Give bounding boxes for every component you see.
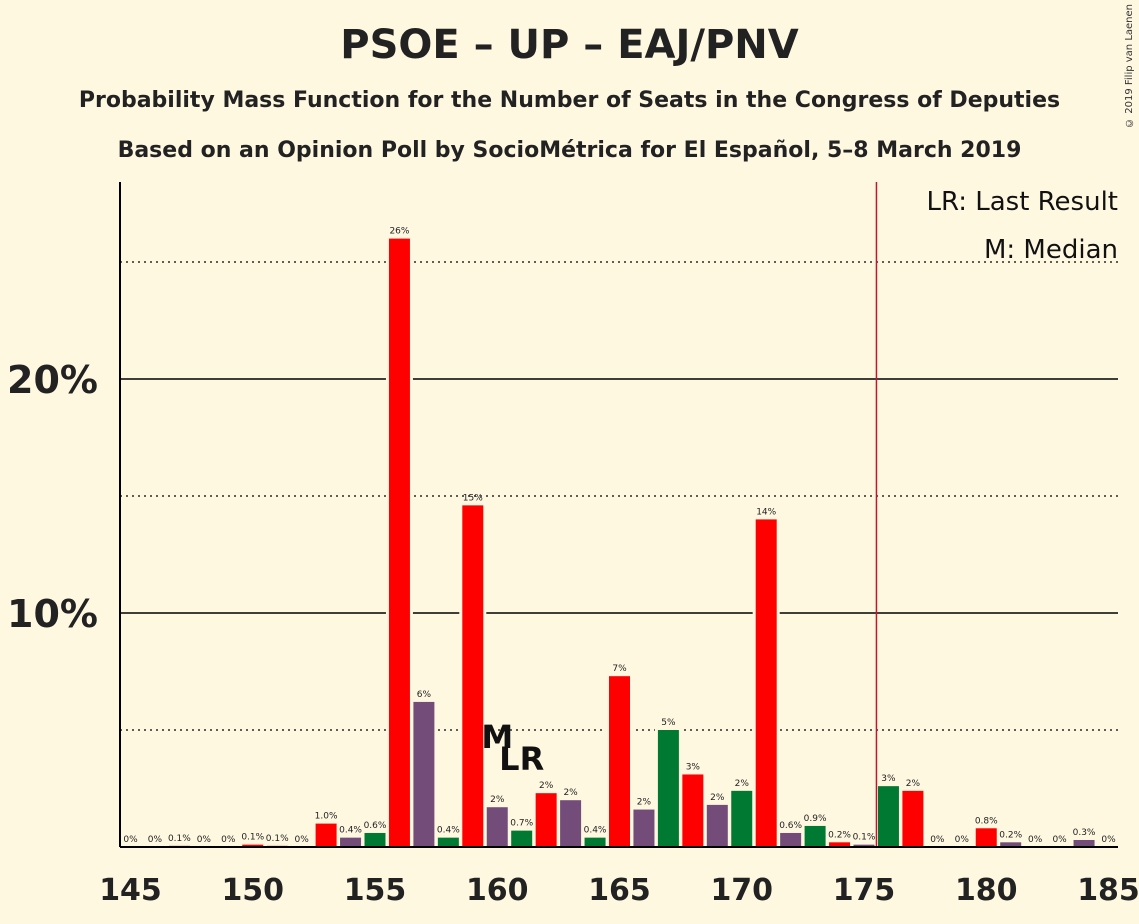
legend-last-result: LR: Last Result [926,187,1118,217]
x-tick-label: 155 [344,873,407,908]
bar-label-170: 2% [735,779,750,789]
bar-label-152: 0% [295,835,310,845]
bar-seat-167 [657,730,679,847]
bar-label-156: 26% [389,227,409,237]
bar-label-166: 2% [637,798,652,808]
bar-label-161: 0.7% [510,819,533,829]
legend-median: M: Median [984,235,1118,265]
bar-seat-158 [437,837,459,847]
x-tick-label: 150 [221,873,284,908]
bar-label-157: 6% [417,690,432,700]
bar-seat-164 [584,837,606,847]
bar-seat-175 [853,844,875,847]
bar-label-147: 0.1% [168,834,191,844]
bar-label-163: 2% [563,788,578,798]
bar-seat-161 [511,830,533,847]
bar-label-154: 0.4% [339,826,362,836]
bar-gap [165,842,193,847]
bar-label-182: 0% [1028,835,1043,845]
x-tick-label: 170 [710,873,773,908]
chart-source: Based on an Opinion Poll by SocioMétrica… [117,138,1022,163]
bar-label-180: 0.8% [975,816,998,826]
bar-seat-162 [535,793,557,847]
bar-label-159: 15% [463,493,483,503]
chart-subtitle: Probability Mass Function for the Number… [78,88,1061,113]
bar-seat-163 [560,800,582,847]
bar-seat-180 [975,828,997,847]
bar-label-183: 0% [1052,835,1067,845]
bar-label-177: 2% [906,779,921,789]
bar-label-158: 0.4% [437,826,460,836]
bar-label-175: 0.1% [853,833,876,843]
bar-seat-172 [780,832,802,847]
x-tick-label: 185 [1077,873,1139,908]
bar-gap [239,841,267,847]
bar-label-178: 0% [930,835,945,845]
bar-label-184: 0.3% [1073,828,1096,838]
bar-label-176: 3% [881,774,896,784]
bar-label-169: 2% [710,793,725,803]
bar-label-171: 14% [756,507,776,517]
bar-seat-159 [462,505,484,847]
bar-seat-176 [877,786,899,847]
bar-seat-174 [829,842,851,847]
bar-seat-181 [1000,842,1022,847]
bar-seat-150 [242,844,264,847]
bar-label-162: 2% [539,781,554,791]
chart-title: PSOE – UP – EAJ/PNV [340,22,799,68]
y-tick-label: 10% [7,592,98,636]
bar-label-185: 0% [1101,835,1116,845]
bar-seat-156 [388,238,410,848]
x-tick-label: 160 [466,873,529,908]
bar-label-181: 0.2% [999,830,1022,840]
bar-label-174: 0.2% [828,830,851,840]
bar-seat-165 [609,676,630,847]
bar-seat-160 [486,807,508,847]
bar-label-151: 0.1% [266,834,289,844]
bar-seat-157 [413,701,435,847]
bar-label-149: 0% [221,835,236,845]
bar-seat-169 [706,804,728,847]
bar-label-150: 0.1% [241,833,264,843]
bar-label-172: 0.6% [779,821,802,831]
bar-seat-155 [364,832,386,847]
bar-seat-166 [633,809,655,847]
bar-seat-177 [902,790,924,847]
bar-seat-153 [315,823,337,847]
x-tick-label: 165 [588,873,651,908]
last-result-marker: LR [499,740,544,778]
bar-label-165: 7% [612,664,627,674]
bar-label-168: 3% [686,762,701,772]
bar-label-146: 0% [148,835,163,845]
x-tick-label: 145 [99,873,162,908]
y-tick-label: 20% [7,358,98,402]
bar-gap [850,841,878,847]
bar-seat-154 [340,837,362,847]
bar-seat-184 [1073,839,1095,847]
bar-label-179: 0% [955,835,970,845]
bar-label-164: 0.4% [584,826,607,836]
bar-label-173: 0.9% [804,814,827,824]
bar-seat-168 [682,774,704,847]
bar-label-160: 2% [490,795,505,805]
bar-label-153: 1.0% [315,812,338,822]
x-tick-label: 175 [833,873,896,908]
bar-seat-170 [731,790,753,847]
bar-label-145: 0% [123,835,138,845]
bar-gap [263,842,291,847]
bar-label-167: 5% [661,718,676,728]
bar-label-155: 0.6% [364,821,387,831]
bar-seat-173 [804,825,826,847]
median-marker: M [481,718,513,756]
bar-label-148: 0% [197,835,212,845]
bar-seat-171 [755,519,777,847]
x-tick-label: 180 [955,873,1018,908]
